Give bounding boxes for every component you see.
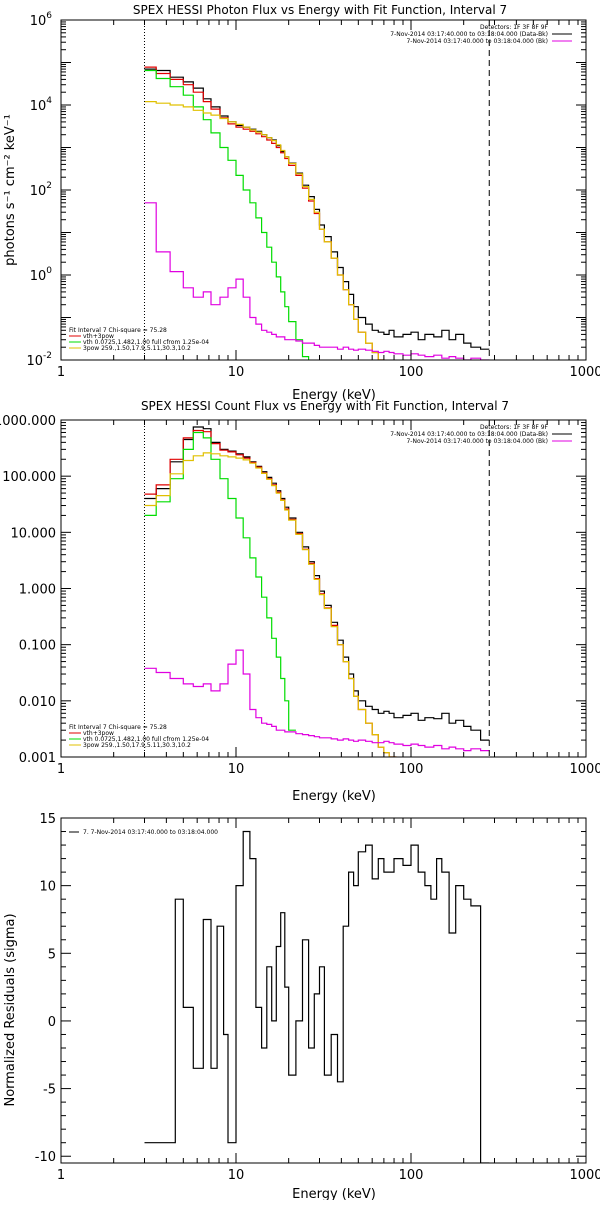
y-tick-base: 10 [30, 184, 47, 199]
series-vth-line [144, 431, 296, 731]
legend-item-label: vth 0.0725,1.482,1.00 full cfrom 1.25e-0… [83, 736, 209, 743]
legend-fit-header: Fit Interval 7 Chi-square = 75.28 [69, 724, 167, 731]
panel-title: SPEX HESSI Photon Flux vs Energy with Fi… [133, 3, 507, 17]
legend-fit-header: Fit Interval 7 Chi-square = 75.28 [69, 327, 167, 334]
legend-item-label: vth 0.0725,1.482,1.00 full cfrom 1.25e-0… [83, 339, 209, 346]
photon-flux-panel: SPEX HESSI Photon Flux vs Energy with Fi… [3, 3, 600, 403]
plot-area [144, 830, 490, 1163]
x-tick-label: 1000 [569, 1168, 600, 1183]
x-axis-label: Energy (keV) [292, 789, 376, 804]
plot-area [144, 426, 490, 757]
plot-frame [60, 817, 587, 1164]
y-tick-label: 100 [30, 266, 53, 284]
series-3pow-line [144, 101, 385, 360]
y-tick-exponent: 0 [46, 266, 52, 276]
x-tick-label: 10 [228, 1168, 245, 1183]
y-tick-label: -10 [35, 1150, 56, 1165]
panel-title: SPEX HESSI Count Flux vs Energy with Fit… [141, 399, 509, 413]
legend-item-label: 3pow 259.,1.50,17.9,5.11,30.3,10.2 [83, 345, 191, 352]
x-tick-label: 1000 [569, 365, 600, 380]
y-tick-exponent: -2 [43, 351, 52, 361]
y-tick-label: 1.000 [19, 583, 56, 598]
y-tick-base: 10 [26, 354, 43, 369]
y-tick-label: 10 [39, 880, 56, 895]
y-tick-label: 0.100 [19, 639, 56, 654]
y-tick-exponent: 2 [46, 181, 52, 191]
x-tick-label: 1 [57, 1168, 65, 1183]
x-tick-label: 1 [57, 762, 65, 777]
series-data-bk-line [144, 68, 490, 350]
series-vth-line [144, 69, 310, 360]
x-axis-label: Energy (keV) [292, 388, 376, 403]
x-tick-label: 1 [57, 365, 65, 380]
series-bk-line [144, 202, 490, 360]
legend-item-label: 7-Nov-2014 03:17:40.000 to 03:18:04.000 … [406, 438, 548, 445]
y-tick-exponent: 6 [46, 11, 52, 21]
x-tick-label: 100 [399, 365, 424, 380]
y-tick-label: 0.001 [19, 751, 56, 766]
series-7-line [144, 830, 490, 1163]
legend-item-label: 7-Nov-2014 03:17:40.000 to 03:18:04.000 … [406, 38, 548, 45]
y-axis-label: photons s⁻¹ cm⁻² keV⁻¹ [3, 114, 18, 266]
plot-frame [60, 419, 587, 758]
plot-area [144, 66, 490, 360]
y-tick-label: 106 [30, 11, 53, 29]
plot-frame [60, 19, 587, 361]
y-tick-label: 100.000 [2, 470, 56, 485]
y-tick-base: 10 [30, 269, 47, 284]
y-tick-label: 0 [48, 1015, 56, 1030]
legend-detectors-header: Detectors: 1F 3F 8F 9F [480, 24, 549, 31]
residuals-panel: Energy (keV) Normalized Residuals (sigma… [3, 812, 600, 1202]
y-tick-label: 10-2 [26, 351, 52, 369]
legend-detectors-header: Detectors: 1F 3F 8F 9F [480, 424, 549, 431]
y-axis-label: Normalized Residuals (sigma) [3, 913, 18, 1106]
y-tick-label: 10.000 [11, 526, 57, 541]
series-data-bk-line [144, 426, 490, 741]
x-tick-label: 100 [399, 1168, 424, 1183]
x-tick-label: 1000 [569, 762, 600, 777]
y-tick-label: 102 [30, 181, 52, 199]
legend-item-label: 7-Nov-2014 03:17:40.000 to 03:18:04.000 … [390, 31, 548, 38]
y-tick-label: 0.010 [19, 695, 56, 710]
y-tick-label: 1000.000 [0, 414, 56, 429]
legend-item-label: 7. 7-Nov-2014 03:17:40.000 to 03:18:04.0… [83, 829, 218, 836]
count-flux-panel: SPEX HESSI Count Flux vs Energy with Fit… [0, 399, 600, 804]
y-tick-label: 104 [30, 96, 53, 114]
y-tick-base: 10 [30, 14, 47, 29]
legend-item-label: vth+3pow [83, 333, 114, 340]
x-tick-label: 100 [399, 762, 424, 777]
series-bk-line [144, 649, 490, 752]
legend-item-label: vth+3pow [83, 730, 114, 737]
y-tick-label: 5 [48, 947, 56, 962]
y-tick-base: 10 [30, 99, 47, 114]
x-tick-label: 10 [228, 365, 245, 380]
y-tick-label: -5 [43, 1083, 56, 1098]
y-tick-exponent: 4 [46, 96, 52, 106]
series-3pow-line [144, 452, 397, 757]
x-tick-label: 10 [228, 762, 245, 777]
legend-item-label: 3pow 259.,1.50,17.9,5.11,30.3,10.2 [83, 742, 191, 749]
legend-item-label: 7-Nov-2014 03:17:40.000 to 03:18:04.000 … [390, 431, 548, 438]
y-tick-label: 15 [39, 812, 56, 827]
x-axis-label: Energy (keV) [292, 1187, 376, 1200]
